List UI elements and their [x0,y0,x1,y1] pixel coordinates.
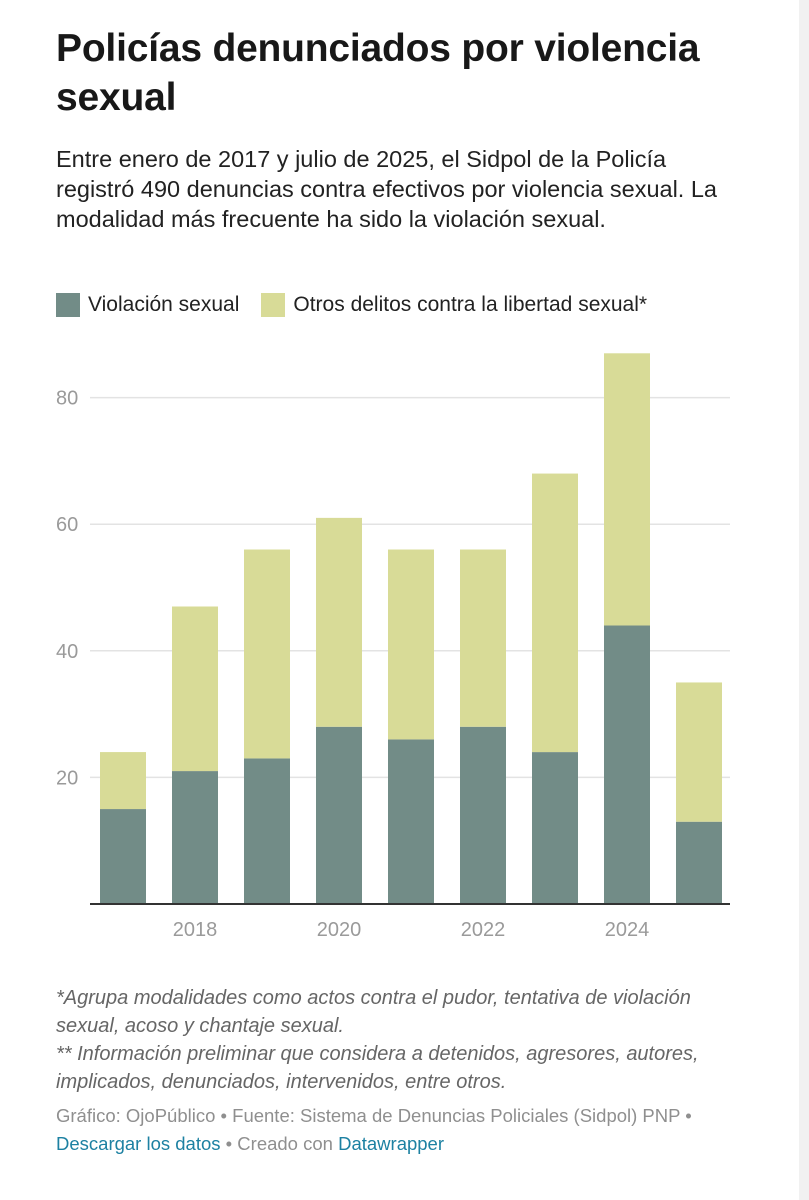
bar-2025-violacion [676,821,722,904]
legend-label-otros: Otros delitos contra la libertad sexual* [293,293,648,316]
bar-2025-otros [676,682,722,822]
footer-source: Fuente: Sistema de Denuncias Policiales … [232,1105,681,1126]
chart-header: Policías denunciados por violencia sexua… [56,24,746,234]
chart-subtitle: Entre enero de 2017 y julio de 2025, el … [56,146,717,232]
chart-legend: Violación sexual Otros delitos contra la… [56,290,669,320]
x-tick-label-2022: 2022 [461,919,506,941]
bar-2019-violacion [244,758,290,904]
bar-2021-otros [388,549,434,740]
chart-footer: Gráfico: OjoPúblico • Fuente: Sistema de… [56,1102,746,1158]
stacked-bar-chart: 20 40 60 80 2018 2020 2022 2024 [56,353,730,941]
bar-2018-violacion [172,771,218,904]
bar-2020-violacion [316,726,362,904]
legend-item-otros: Otros delitos contra la libertad sexual* [261,293,647,317]
footer-credit: Gráfico: OjoPúblico [56,1105,216,1126]
page-edge [799,0,809,1200]
footer-separator-2: • [685,1105,692,1126]
x-tick-label-2020: 2020 [317,919,362,941]
bar-2017-otros [100,752,146,810]
x-axis-labels: 2018 2020 2022 2024 [173,919,650,941]
datawrapper-link[interactable]: Datawrapper [338,1133,445,1154]
note-2: ** Información preliminar que considera … [56,1043,699,1093]
legend-item-violacion: Violación sexual [56,293,239,317]
bar-2017-violacion [100,809,146,904]
bar-2021-violacion [388,739,434,904]
bar-2024-violacion [604,625,650,904]
legend-swatch-violacion [56,293,80,317]
y-tick-label-20: 20 [56,767,78,789]
bar-2018-otros [172,606,218,772]
legend-label-violacion: Violación sexual [88,293,240,316]
bar-2024-otros [604,353,650,626]
y-tick-label-80: 80 [56,388,78,410]
bar-2022-otros [460,549,506,727]
bar-2020-otros [316,517,362,727]
x-tick-label-2018: 2018 [173,919,218,941]
bars [100,353,722,904]
bar-2023-violacion [532,752,578,904]
bar-2023-otros [532,473,578,753]
x-tick-label-2024: 2024 [605,919,650,941]
footer-separator-1: • [220,1105,227,1126]
bar-2019-otros [244,549,290,759]
y-tick-label-60: 60 [56,514,78,536]
bar-2022-violacion [460,726,506,904]
note-1: *Agrupa modalidades como actos contra el… [56,987,691,1037]
chart-notes: *Agrupa modalidades como actos contra el… [56,984,746,1096]
download-data-link[interactable]: Descargar los datos [56,1133,221,1154]
footer-created-with: Creado con [237,1133,333,1154]
y-tick-label-40: 40 [56,641,78,663]
legend-swatch-otros [261,293,286,317]
footer-separator-3: • [225,1133,233,1154]
chart-title: Policías denunciados por violencia sexua… [56,27,700,119]
y-axis-labels: 20 40 60 80 [56,388,78,790]
